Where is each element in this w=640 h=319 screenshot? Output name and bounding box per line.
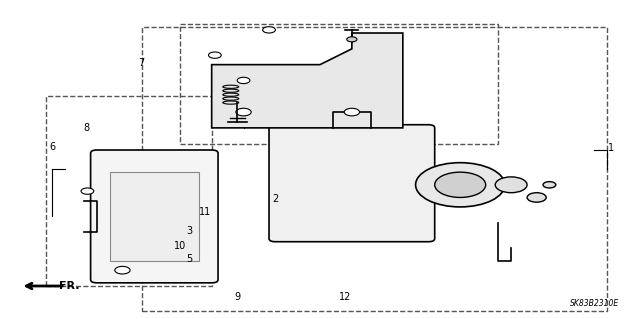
Text: FR.: FR. (59, 281, 79, 291)
FancyBboxPatch shape (91, 150, 218, 283)
Text: 9: 9 (234, 292, 240, 302)
Text: 1: 1 (607, 144, 614, 153)
Circle shape (347, 37, 357, 42)
Circle shape (435, 172, 486, 197)
Circle shape (237, 77, 250, 84)
FancyBboxPatch shape (109, 172, 199, 261)
Circle shape (81, 188, 94, 194)
Circle shape (495, 177, 527, 193)
FancyBboxPatch shape (269, 125, 435, 242)
Circle shape (344, 108, 360, 116)
Text: 10: 10 (173, 241, 186, 251)
Circle shape (262, 27, 275, 33)
Text: SK83B2310E: SK83B2310E (570, 299, 620, 308)
Circle shape (236, 108, 251, 116)
Text: 3: 3 (186, 226, 193, 236)
Text: 6: 6 (49, 142, 56, 152)
Text: 11: 11 (199, 207, 211, 217)
Polygon shape (333, 112, 371, 128)
Circle shape (415, 163, 505, 207)
Circle shape (543, 182, 556, 188)
Circle shape (527, 193, 546, 202)
Text: 2: 2 (272, 194, 278, 204)
Circle shape (115, 266, 130, 274)
Circle shape (209, 52, 221, 58)
Text: 7: 7 (138, 58, 145, 68)
Polygon shape (212, 33, 403, 128)
Text: 12: 12 (339, 292, 351, 302)
Text: 8: 8 (83, 123, 89, 133)
Text: 5: 5 (186, 254, 193, 264)
